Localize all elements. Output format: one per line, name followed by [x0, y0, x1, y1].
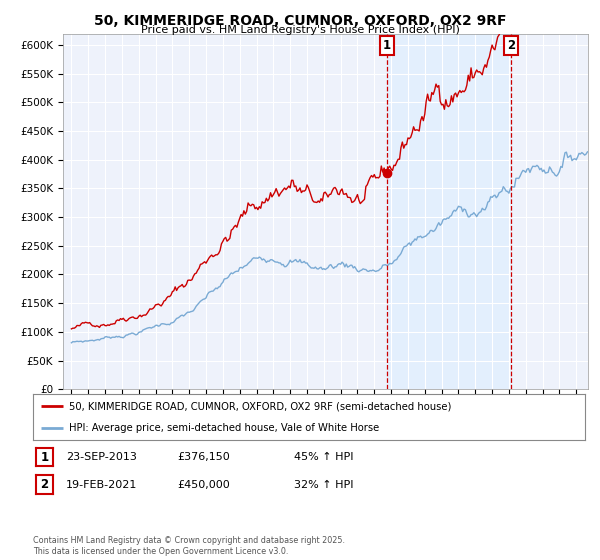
Text: 32% ↑ HPI: 32% ↑ HPI — [294, 480, 353, 489]
Text: 1: 1 — [383, 39, 391, 52]
Text: HPI: Average price, semi-detached house, Vale of White Horse: HPI: Average price, semi-detached house,… — [69, 423, 379, 433]
Text: 1: 1 — [40, 451, 49, 464]
Text: 2: 2 — [40, 478, 49, 491]
Text: 23-SEP-2013: 23-SEP-2013 — [66, 452, 137, 462]
Text: Price paid vs. HM Land Registry's House Price Index (HPI): Price paid vs. HM Land Registry's House … — [140, 25, 460, 35]
Text: 50, KIMMERIDGE ROAD, CUMNOR, OXFORD, OX2 9RF: 50, KIMMERIDGE ROAD, CUMNOR, OXFORD, OX2… — [94, 14, 506, 28]
Text: 50, KIMMERIDGE ROAD, CUMNOR, OXFORD, OX2 9RF (semi-detached house): 50, KIMMERIDGE ROAD, CUMNOR, OXFORD, OX2… — [69, 401, 451, 411]
Text: Contains HM Land Registry data © Crown copyright and database right 2025.
This d: Contains HM Land Registry data © Crown c… — [33, 536, 345, 556]
Bar — [386, 34, 511, 389]
Text: £450,000: £450,000 — [177, 480, 230, 489]
Text: 19-FEB-2021: 19-FEB-2021 — [66, 480, 137, 489]
Text: 2: 2 — [507, 39, 515, 52]
Text: 45% ↑ HPI: 45% ↑ HPI — [294, 452, 353, 462]
Text: £376,150: £376,150 — [177, 452, 230, 462]
